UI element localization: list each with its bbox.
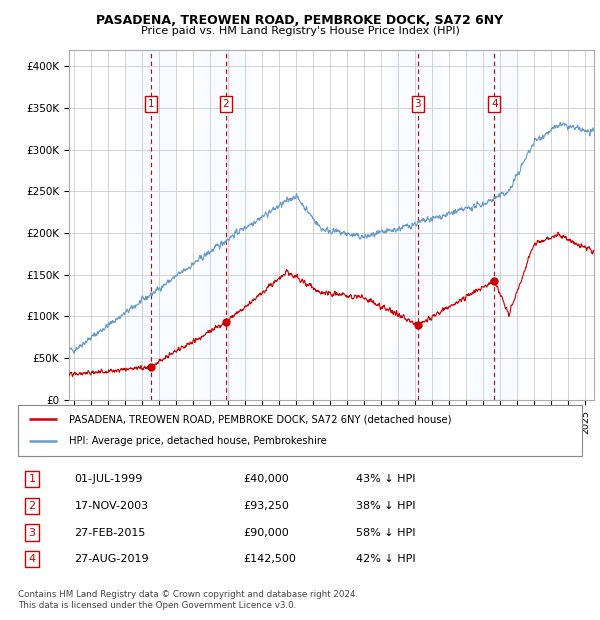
Text: £90,000: £90,000 bbox=[244, 528, 289, 538]
Text: 58% ↓ HPI: 58% ↓ HPI bbox=[356, 528, 416, 538]
Bar bbox=[200, 50, 251, 400]
Text: Price paid vs. HM Land Registry's House Price Index (HPI): Price paid vs. HM Land Registry's House … bbox=[140, 26, 460, 36]
Bar bbox=[469, 50, 520, 400]
Text: Contains HM Land Registry data © Crown copyright and database right 2024.
This d: Contains HM Land Registry data © Crown c… bbox=[18, 590, 358, 609]
Text: 2: 2 bbox=[29, 501, 35, 511]
Text: PASADENA, TREOWEN ROAD, PEMBROKE DOCK, SA72 6NY: PASADENA, TREOWEN ROAD, PEMBROKE DOCK, S… bbox=[97, 14, 503, 27]
Text: HPI: Average price, detached house, Pembrokeshire: HPI: Average price, detached house, Pemb… bbox=[69, 436, 326, 446]
Text: 3: 3 bbox=[29, 528, 35, 538]
Text: 4: 4 bbox=[491, 99, 497, 109]
Text: £142,500: £142,500 bbox=[244, 554, 296, 564]
Text: 1: 1 bbox=[29, 474, 35, 484]
Text: PASADENA, TREOWEN ROAD, PEMBROKE DOCK, SA72 6NY (detached house): PASADENA, TREOWEN ROAD, PEMBROKE DOCK, S… bbox=[69, 414, 451, 424]
Text: 17-NOV-2003: 17-NOV-2003 bbox=[74, 501, 149, 511]
Text: 01-JUL-1999: 01-JUL-1999 bbox=[74, 474, 143, 484]
Text: 38% ↓ HPI: 38% ↓ HPI bbox=[356, 501, 416, 511]
Text: 42% ↓ HPI: 42% ↓ HPI bbox=[356, 554, 416, 564]
Text: 1: 1 bbox=[148, 99, 154, 109]
Bar bbox=[125, 50, 176, 400]
Text: 2: 2 bbox=[223, 99, 229, 109]
Text: 27-FEB-2015: 27-FEB-2015 bbox=[74, 528, 146, 538]
Bar bbox=[392, 50, 443, 400]
Text: £40,000: £40,000 bbox=[244, 474, 289, 484]
Text: 27-AUG-2019: 27-AUG-2019 bbox=[74, 554, 149, 564]
Text: 4: 4 bbox=[29, 554, 35, 564]
Text: 43% ↓ HPI: 43% ↓ HPI bbox=[356, 474, 416, 484]
Text: £93,250: £93,250 bbox=[244, 501, 289, 511]
Text: 3: 3 bbox=[415, 99, 421, 109]
